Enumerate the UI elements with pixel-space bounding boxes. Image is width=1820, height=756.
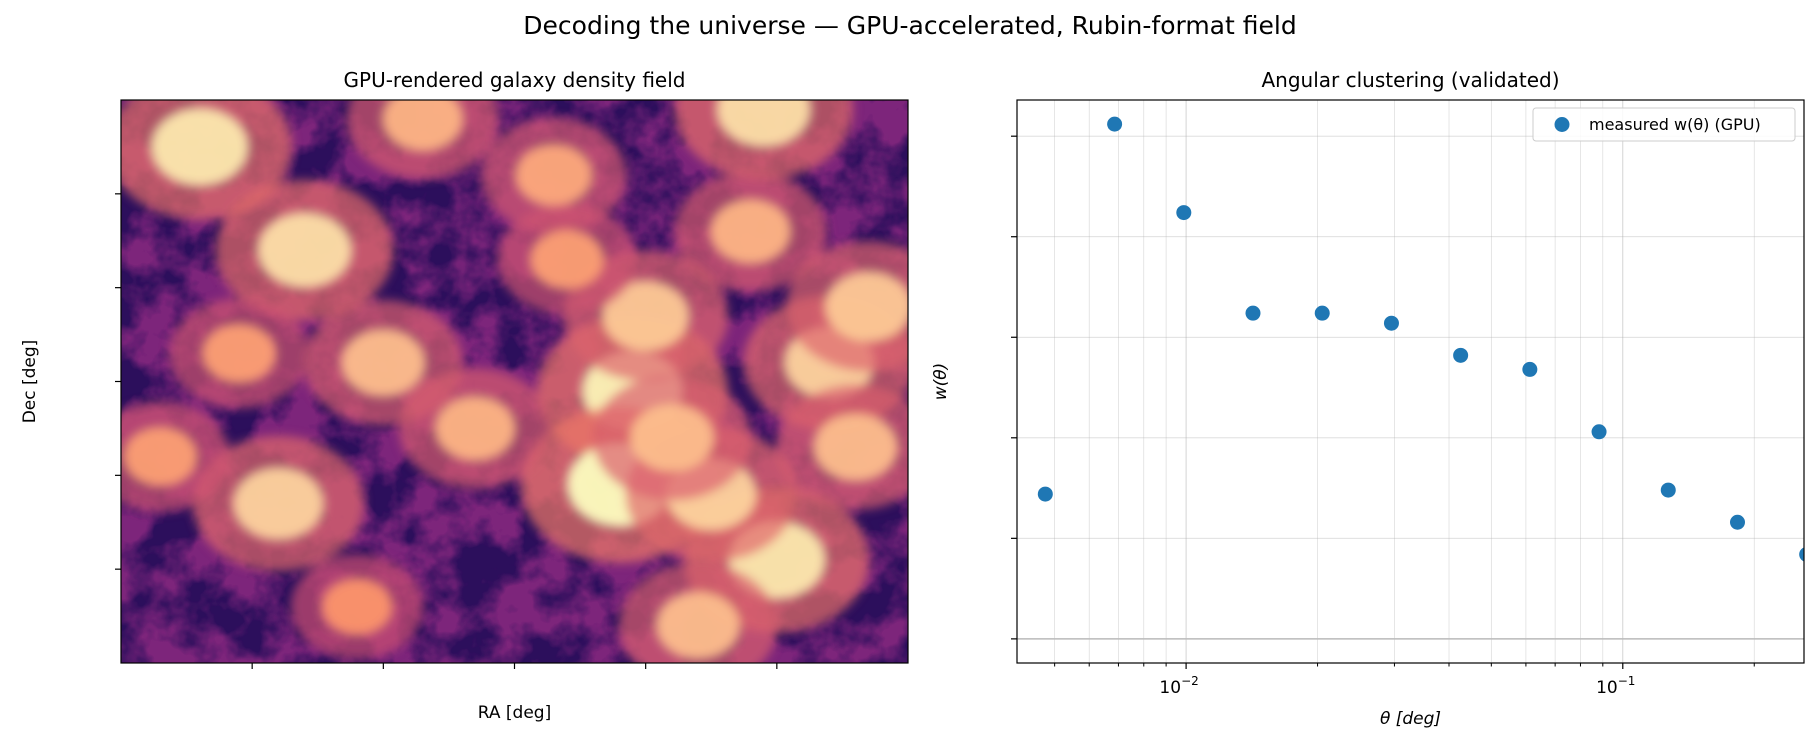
density-hotspot — [710, 199, 791, 264]
density-xlabel: RA [deg] — [478, 703, 551, 723]
data-point — [1522, 361, 1538, 377]
data-point — [1799, 547, 1804, 562]
legend-marker — [1554, 117, 1570, 132]
density-hotspot — [602, 281, 690, 351]
density-panel: GPU-rendered galaxy density field RA [de… — [20, 68, 909, 723]
data-point — [1383, 315, 1399, 331]
density-hotspot — [656, 592, 740, 659]
clustering-xlabel: θ [deg] — [1380, 709, 1441, 729]
density-field — [121, 100, 908, 663]
density-ylabel: Dec [deg] — [20, 340, 40, 424]
data-point — [1453, 347, 1469, 363]
clustering-xtick-label: 10−2 — [1159, 674, 1198, 698]
density-hotspot — [825, 271, 908, 342]
density-title: GPU-rendered galaxy density field — [344, 68, 686, 92]
density-hotspot — [630, 404, 714, 472]
clustering-xtick-base: 10 — [1596, 678, 1618, 698]
legend-label: measured w(θ) (GPU) — [1589, 115, 1761, 134]
density-hotspot — [813, 413, 898, 481]
data-point — [1245, 305, 1261, 321]
density-hotspot — [202, 323, 276, 383]
density-hotspot — [123, 427, 198, 486]
figure-suptitle: Decoding the universe — GPU-accelerated,… — [523, 11, 1296, 40]
data-point — [1591, 424, 1607, 440]
clustering-xtick-label: 10−1 — [1596, 674, 1635, 698]
data-point — [1037, 486, 1053, 502]
clustering-frame — [1016, 99, 1805, 664]
data-point — [1176, 205, 1192, 221]
data-point — [1729, 514, 1745, 530]
density-hotspot — [716, 100, 811, 147]
clustering-panel: Angular clustering (validated) 10−2 10−1 … — [931, 68, 1805, 729]
data-point — [1107, 116, 1123, 132]
clustering-xtick-exponent: −1 — [1618, 674, 1636, 688]
clustering-xtick-exponent: −2 — [1181, 674, 1199, 688]
legend: measured w(θ) (GPU) — [1532, 107, 1796, 142]
clustering-xtick-base: 10 — [1159, 678, 1181, 698]
density-hotspot — [530, 230, 604, 289]
legend-box — [1532, 107, 1796, 142]
density-hotspot — [233, 467, 324, 540]
data-point — [1660, 482, 1676, 498]
density-hotspot — [322, 578, 393, 635]
clustering-title: Angular clustering (validated) — [1261, 68, 1559, 92]
density-hotspot — [151, 108, 249, 186]
density-hotspot — [257, 212, 352, 288]
clustering-ylabel: w(θ) — [931, 363, 951, 401]
density-hotspot — [515, 144, 593, 206]
density-hotspot — [341, 329, 426, 397]
density-hotspot — [382, 100, 463, 151]
density-hotspot — [435, 396, 516, 461]
data-point — [1314, 305, 1330, 321]
